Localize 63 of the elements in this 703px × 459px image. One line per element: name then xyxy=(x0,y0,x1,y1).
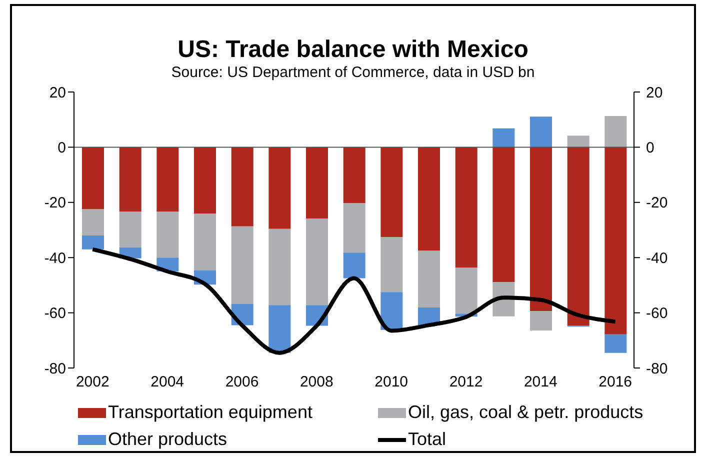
legend-label: Transportation equipment xyxy=(108,402,312,423)
bar xyxy=(82,209,104,236)
y-tick-label: -40 xyxy=(44,250,66,267)
bar xyxy=(268,228,291,306)
bar xyxy=(343,147,366,204)
bar xyxy=(343,203,366,253)
y-tick-label: -20 xyxy=(44,194,66,212)
x-tick-label: 2014 xyxy=(524,374,558,391)
x-tick-label: 2016 xyxy=(598,374,632,391)
bar xyxy=(306,218,328,306)
legend-label: Oil, gas, coal & petr. products xyxy=(408,402,644,423)
bar xyxy=(82,236,104,250)
bar xyxy=(380,237,403,292)
x-tick-label: 2002 xyxy=(76,374,110,391)
bar xyxy=(530,147,552,312)
x-tick-label: 2008 xyxy=(300,374,334,391)
bar xyxy=(567,136,590,148)
bar xyxy=(119,212,142,248)
bar xyxy=(82,147,104,210)
line-series xyxy=(90,247,618,355)
bar xyxy=(194,147,216,214)
y2-tick-label: 0 xyxy=(646,140,654,157)
bar xyxy=(231,147,254,226)
y-tick-label: -80 xyxy=(44,360,66,378)
y2-tick-label: 20 xyxy=(646,84,663,102)
y-tick-label: 0 xyxy=(58,140,66,157)
bar xyxy=(156,212,179,258)
y-tick-label: -60 xyxy=(44,305,66,322)
legend-label: Total xyxy=(408,429,446,450)
bar xyxy=(418,250,440,308)
bar xyxy=(194,213,216,270)
bar xyxy=(306,147,328,219)
y2-tick-label: -80 xyxy=(646,360,668,378)
chart-subtitle: Source: US Department of Commerce, data in USD bn xyxy=(170,64,536,82)
x-tick-label: 2012 xyxy=(449,374,483,391)
bar xyxy=(231,226,254,304)
y2-tick-label: -60 xyxy=(646,305,668,322)
y-tick-label: 20 xyxy=(49,84,66,102)
bar xyxy=(604,334,627,353)
bar xyxy=(119,147,142,212)
bar xyxy=(567,147,590,326)
legend-label: Other products xyxy=(108,429,228,450)
bar xyxy=(343,252,366,278)
bar xyxy=(156,147,179,212)
bar xyxy=(455,147,478,268)
bar xyxy=(380,292,403,330)
y2-tick-label: -40 xyxy=(646,250,668,267)
bar xyxy=(418,147,440,251)
x-tick-label: 2006 xyxy=(225,374,259,391)
bar xyxy=(492,147,515,282)
bar xyxy=(268,147,291,229)
bar xyxy=(455,268,478,314)
chart-title: US: Trade balance with Mexico xyxy=(176,36,530,64)
x-tick-label: 2010 xyxy=(374,374,408,391)
bar xyxy=(380,147,403,238)
bar xyxy=(492,128,515,148)
bar xyxy=(268,305,291,353)
y2-tick-label: -20 xyxy=(646,194,668,212)
x-tick-label: 2004 xyxy=(150,374,184,391)
bar xyxy=(604,116,627,148)
bar xyxy=(530,116,552,148)
bar xyxy=(604,147,627,334)
bar xyxy=(530,311,552,330)
